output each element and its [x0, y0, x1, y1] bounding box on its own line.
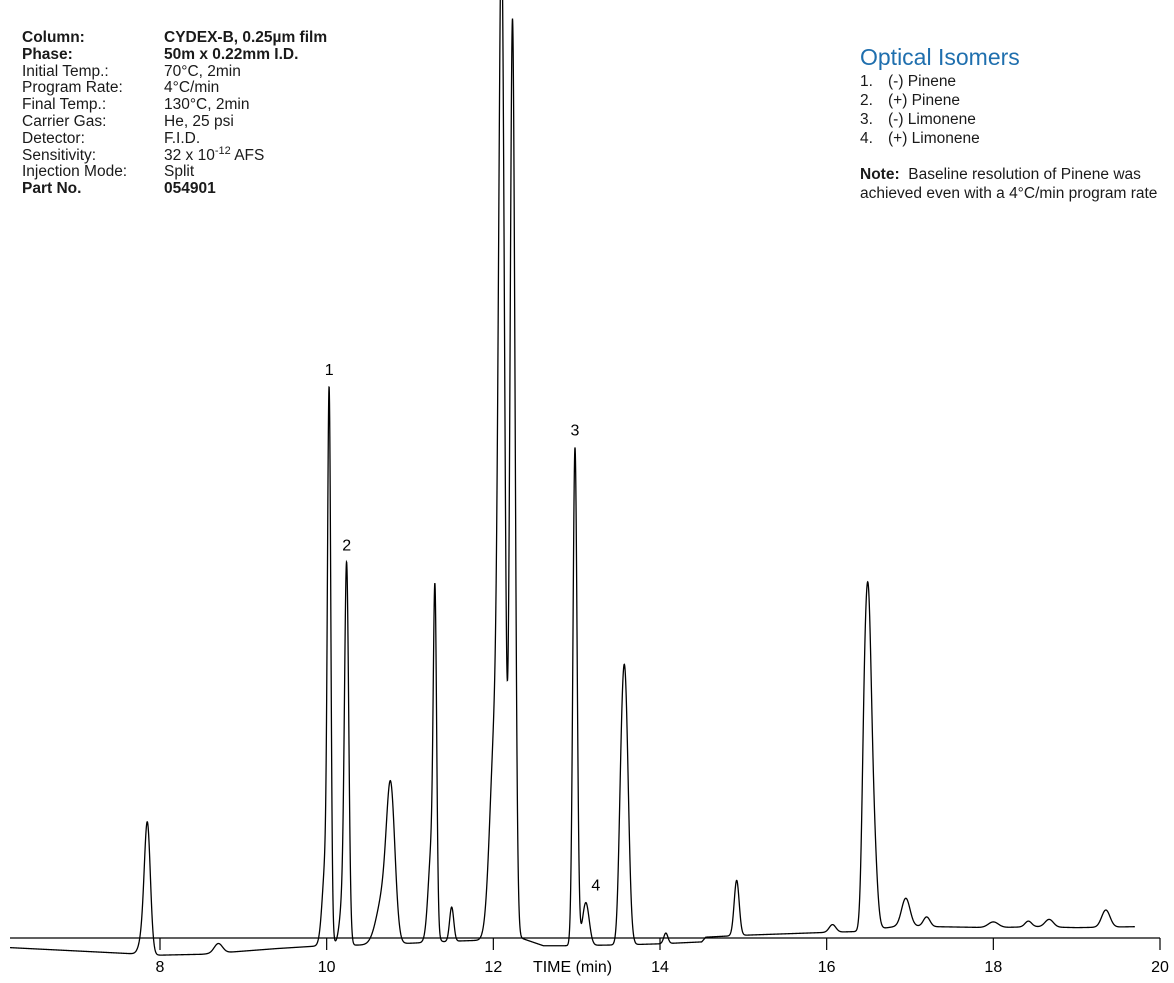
param-value: He, 25 psi	[164, 112, 234, 130]
param-row: Injection Mode: Split	[22, 163, 327, 181]
param-value: 70°C, 2min	[164, 62, 241, 80]
x-tick-label: 8	[156, 959, 165, 976]
method-parameters: Column: CYDEX-B, 0.25µm film Phase: 50m x 0…	[22, 29, 328, 198]
param-row: Part No. 054901	[22, 180, 327, 198]
legend-title: Optical Isomers	[860, 44, 1020, 70]
x-axis-label: TIME (min)	[533, 959, 612, 976]
peak-labels: 1 2 3 4	[325, 362, 601, 894]
param-label: Sensitivity:	[22, 146, 97, 164]
param-value: 130°C, 2min	[164, 96, 250, 114]
param-value: 50m x 0.22mm I.D.	[164, 45, 299, 63]
peak-label: 3	[571, 422, 580, 439]
x-tick-label: 12	[484, 959, 502, 976]
param-label: Injection Mode:	[22, 163, 128, 181]
param-row: Carrier Gas: He, 25 psi	[22, 112, 327, 131]
param-value: F.I.D.	[164, 129, 201, 147]
param-label: Phase:	[22, 45, 73, 63]
param-row: Initial Temp.: 70°C, 2min	[22, 62, 327, 81]
param-value: Split	[164, 163, 195, 181]
plot-area	[9, 0, 1135, 956]
legend-item: 4. (+) Limonene	[860, 130, 980, 147]
x-tick-label: 16	[818, 959, 836, 976]
x-tick-label: 20	[1151, 959, 1169, 976]
param-row: Final Temp.: 130°C, 2min	[22, 96, 327, 114]
param-row: Program Rate: 4°C/min	[22, 79, 327, 97]
legend-item: 3. (-) Limonene	[860, 111, 976, 128]
x-axis: 8 10 12 14 16 18 20 TIME (min)	[10, 937, 1169, 976]
peak-label: 2	[342, 537, 351, 554]
param-value: 054901	[164, 180, 216, 198]
peak-label: 4	[591, 878, 600, 895]
param-label: Detector:	[22, 129, 85, 147]
param-label: Carrier Gas:	[22, 112, 107, 130]
param-label: Program Rate:	[22, 79, 123, 97]
param-value: 32 x 10-12 AFS	[164, 144, 265, 164]
param-label: Part No.	[22, 180, 82, 198]
param-row: Sensitivity: 32 x 10-12 AFS	[22, 144, 327, 165]
param-value: 4°C/min	[164, 79, 220, 97]
legend: Optical Isomers 1. (-) Pinene 2. (+) Pinene…	[860, 44, 1170, 203]
param-label: Initial Temp.:	[22, 62, 109, 80]
param-label: Column:	[22, 29, 85, 46]
legend-item: 1. (-) Pinene	[860, 73, 957, 90]
peak-label: 1	[325, 362, 334, 379]
param-label: Final Temp.:	[22, 96, 107, 114]
legend-item: 2. (+) Pinene	[860, 92, 960, 109]
note: Note: Baseline resolution of Pinene was …	[860, 165, 1170, 203]
note-text: Baseline resolution of Pinene was achiev…	[860, 166, 1158, 202]
x-tick-label: 14	[651, 959, 669, 976]
chromatogram-trace	[9, 0, 1135, 956]
x-tick-label: 10	[318, 959, 336, 976]
param-row: Column: CYDEX-B, 0.25µm film	[22, 29, 328, 47]
note-label: Note:	[860, 166, 900, 183]
param-row: Phase: 50m x 0.22mm I.D.	[22, 45, 327, 64]
legend-items: 1. (-) Pinene 2. (+) Pinene 3. (-) Limonene 4.…	[860, 72, 1170, 148]
x-tick-label: 18	[984, 959, 1002, 976]
param-row: Detector: F.I.D.	[22, 129, 327, 148]
param-value: CYDEX-B, 0.25µm film	[164, 29, 328, 46]
